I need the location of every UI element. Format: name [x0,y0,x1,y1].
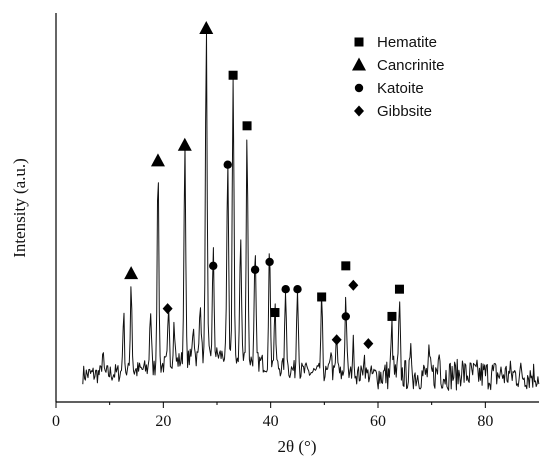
katoite-marker [293,284,302,294]
legend-hematite-label: Hematite [377,34,437,51]
hematite-marker [242,121,252,131]
katoite-marker [223,160,232,169]
hematite-marker [317,292,327,302]
x-tick-label: 80 [477,413,493,430]
gibbsite-marker [363,338,374,350]
x-tick-label: 0 [52,413,60,430]
cancrinite-marker [150,153,165,167]
cancrinite-marker [124,266,139,280]
x-tick-label: 40 [263,413,279,430]
y-axis-title: Intensity (a.u.) [10,158,29,258]
legend-gibbsite-marker [354,105,364,117]
xrd-pattern-line [82,31,540,391]
hematite-marker [387,311,397,321]
katoite-marker [265,257,274,267]
hematite-marker [270,308,280,318]
hematite-marker [394,284,404,294]
cancrinite-marker [177,137,192,151]
legend-cancrinite-label: Cancrinite [377,57,445,74]
legend: Hematite Cancrinite Katoite Gibbsite [352,34,445,120]
gibbsite-marker [162,303,173,315]
gibbsite-marker [348,279,359,291]
gibbsite-marker [331,334,342,346]
x-axis-title: 2θ (°) [277,437,316,456]
legend-katoite-label: Katoite [377,80,424,97]
x-axis-ticks: 0 20 40 60 80 [52,402,493,430]
katoite-marker [250,265,260,274]
phase-markers [124,21,404,350]
x-tick-label: 60 [370,413,386,430]
katoite-marker [281,284,290,294]
cancrinite-marker [199,21,214,35]
katoite-marker [341,312,350,321]
legend-katoite-marker [354,83,364,93]
legend-hematite-marker [354,37,364,47]
hematite-marker [341,261,351,271]
katoite-marker [209,261,218,271]
hematite-marker [228,70,238,80]
x-tick-label: 20 [155,413,171,430]
legend-cancrinite-marker [352,57,366,71]
legend-gibbsite-label: Gibbsite [377,103,432,120]
